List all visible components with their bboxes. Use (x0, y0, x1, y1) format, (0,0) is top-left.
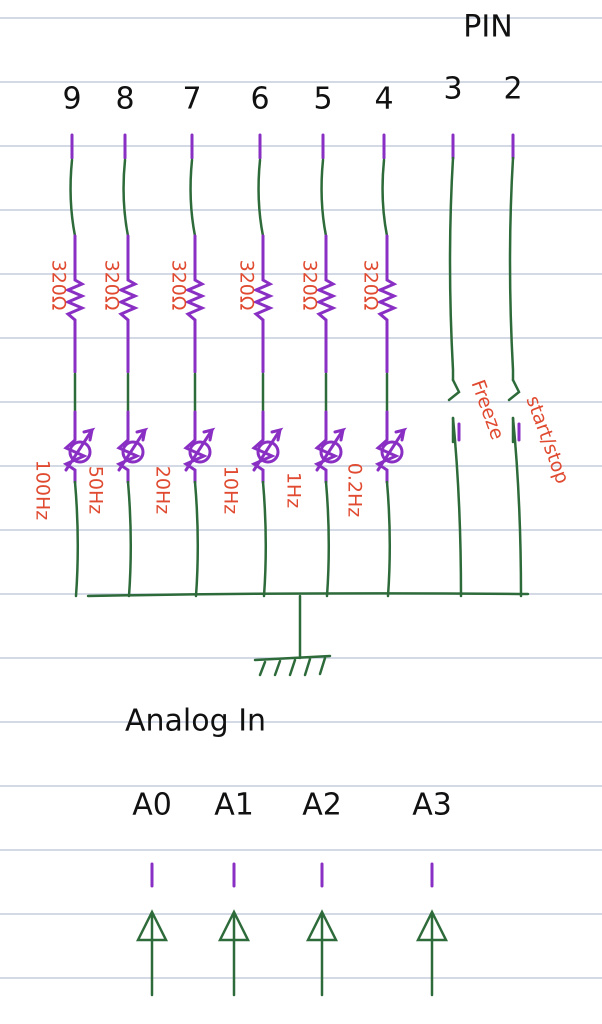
pin-number: 5 (313, 82, 332, 117)
potentiometer (313, 410, 347, 484)
resistor (117, 234, 139, 374)
resistor-label: 320Ω (48, 260, 70, 311)
paper-lines (0, 17, 602, 979)
resistor-label: 320Ω (360, 260, 382, 311)
pot-wiper (380, 440, 404, 464)
analog-title: Analog In (125, 704, 266, 739)
pot-wiper (319, 440, 343, 464)
ground-symbol (253, 594, 332, 677)
resistor-label: 320Ω (168, 260, 190, 311)
wire (448, 156, 463, 598)
ground-bus (86, 592, 530, 598)
input-arrow (217, 909, 251, 997)
resistor (64, 234, 86, 374)
resistor (315, 234, 337, 374)
frequency-label: 1Hz (283, 472, 305, 508)
wire (385, 480, 392, 598)
pot-wiper (121, 440, 145, 464)
potentiometer (115, 410, 149, 484)
resistor (252, 234, 274, 374)
pot-wiper (256, 440, 280, 464)
frequency-label: 0.2Hz (344, 463, 366, 518)
resistor (184, 234, 206, 374)
analog-input-label: A1 (214, 788, 254, 823)
pin-number: 8 (115, 82, 134, 117)
frequency-label: 100Hz (32, 460, 54, 521)
wire (324, 480, 331, 598)
switch-label: start/stop (521, 393, 573, 487)
potentiometer (182, 410, 216, 484)
wire (193, 480, 200, 598)
input-arrow (135, 909, 169, 997)
wire (261, 480, 268, 598)
wire (257, 158, 265, 238)
potentiometer (374, 410, 408, 484)
wire (381, 158, 389, 238)
resistor-label: 320Ω (236, 260, 258, 311)
frequency-label: 20Hz (152, 466, 174, 514)
input-arrow (415, 909, 449, 997)
switch-label: Freeze (467, 377, 509, 443)
pin-number: 9 (62, 82, 81, 117)
wire (320, 158, 328, 238)
wire (69, 158, 77, 238)
pin-number: 7 (182, 82, 201, 117)
potentiometer (62, 410, 96, 484)
potentiometer (250, 410, 284, 484)
resistor (376, 234, 398, 374)
wire (73, 480, 80, 598)
analog-input-label: A3 (412, 788, 452, 823)
pot-wiper (68, 440, 92, 464)
wire (126, 480, 133, 598)
pin-number: 3 (443, 72, 462, 107)
frequency-label: 50Hz (85, 466, 107, 514)
pin-number: 6 (250, 82, 269, 117)
pin-number: 4 (374, 82, 393, 117)
analog-input-label: A0 (132, 788, 172, 823)
switch (507, 378, 521, 444)
input-arrow (305, 909, 339, 997)
switch (447, 378, 461, 444)
resistor-label: 320Ω (299, 260, 321, 311)
pot-wiper (188, 440, 212, 464)
wire (508, 156, 523, 598)
wire (122, 158, 130, 238)
analog-input-label: A2 (302, 788, 342, 823)
pin-header: PIN (463, 10, 512, 45)
wire (189, 158, 197, 238)
resistor-label: 320Ω (101, 260, 123, 311)
frequency-label: 10Hz (220, 466, 242, 514)
pin-number: 2 (503, 72, 522, 107)
